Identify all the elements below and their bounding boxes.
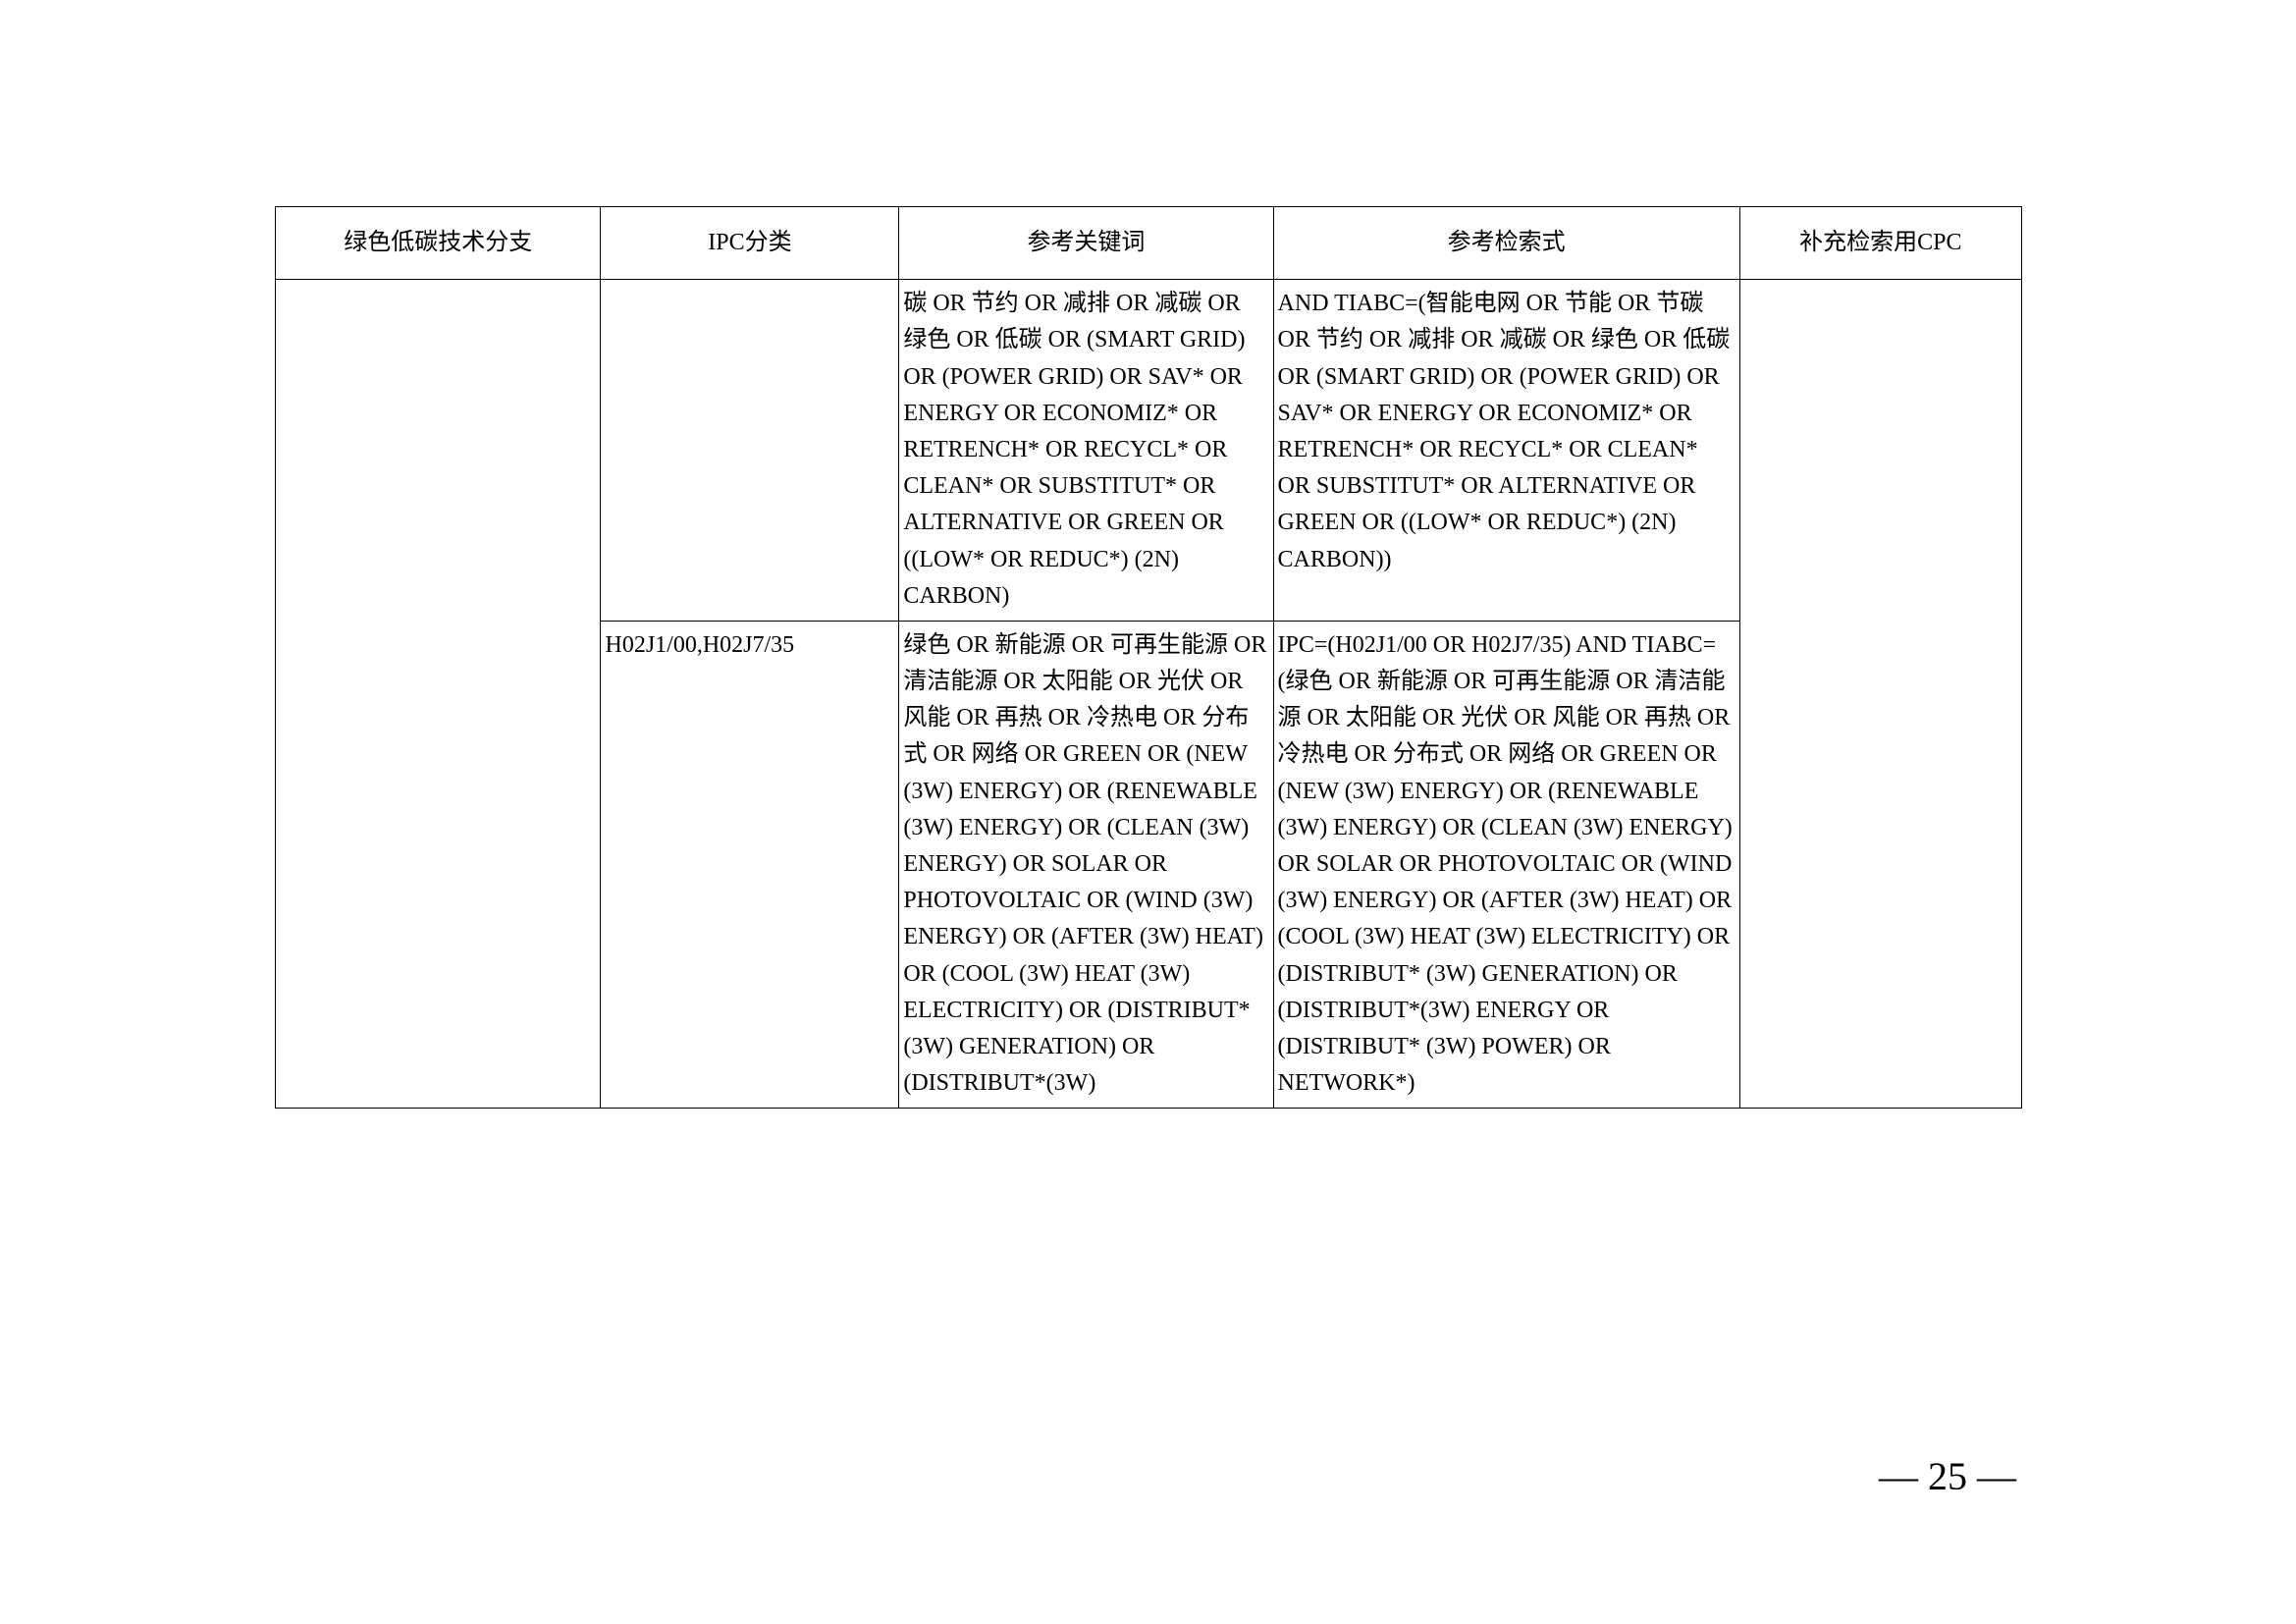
table-row: 碳 OR 节约 OR 减排 OR 减碳 OR 绿色 OR 低碳 OR (SMAR… [276, 280, 2022, 622]
header-keywords: 参考关键词 [899, 207, 1273, 280]
cell-keywords: 绿色 OR 新能源 OR 可再生能源 OR 清洁能源 OR 太阳能 OR 光伏 … [899, 621, 1273, 1108]
table-header-row: 绿色低碳技术分支 IPC分类 参考关键词 参考检索式 补充检索用CPC [276, 207, 2022, 280]
page-container: 绿色低碳技术分支 IPC分类 参考关键词 参考检索式 补充检索用CPC 碳 OR… [275, 206, 2022, 1109]
cell-keywords: 碳 OR 节约 OR 减排 OR 减碳 OR 绿色 OR 低碳 OR (SMAR… [899, 280, 1273, 622]
header-search-formula: 参考检索式 [1273, 207, 1739, 280]
page-number: — 25 — [1879, 1453, 2016, 1499]
cell-ipc-class [601, 280, 899, 622]
cell-tech-branch [276, 280, 601, 1109]
header-tech-branch: 绿色低碳技术分支 [276, 207, 601, 280]
header-ipc-class: IPC分类 [601, 207, 899, 280]
cell-ipc-class: H02J1/00,H02J7/35 [601, 621, 899, 1108]
cell-search-formula: AND TIABC=(智能电网 OR 节能 OR 节碳 OR 节约 OR 减排 … [1273, 280, 1739, 622]
cell-search-formula: IPC=(H02J1/00 OR H02J7/35) AND TIABC=(绿色… [1273, 621, 1739, 1108]
header-cpc: 补充检索用CPC [1739, 207, 2021, 280]
classification-table: 绿色低碳技术分支 IPC分类 参考关键词 参考检索式 补充检索用CPC 碳 OR… [275, 206, 2022, 1109]
cell-cpc [1739, 280, 2021, 1109]
